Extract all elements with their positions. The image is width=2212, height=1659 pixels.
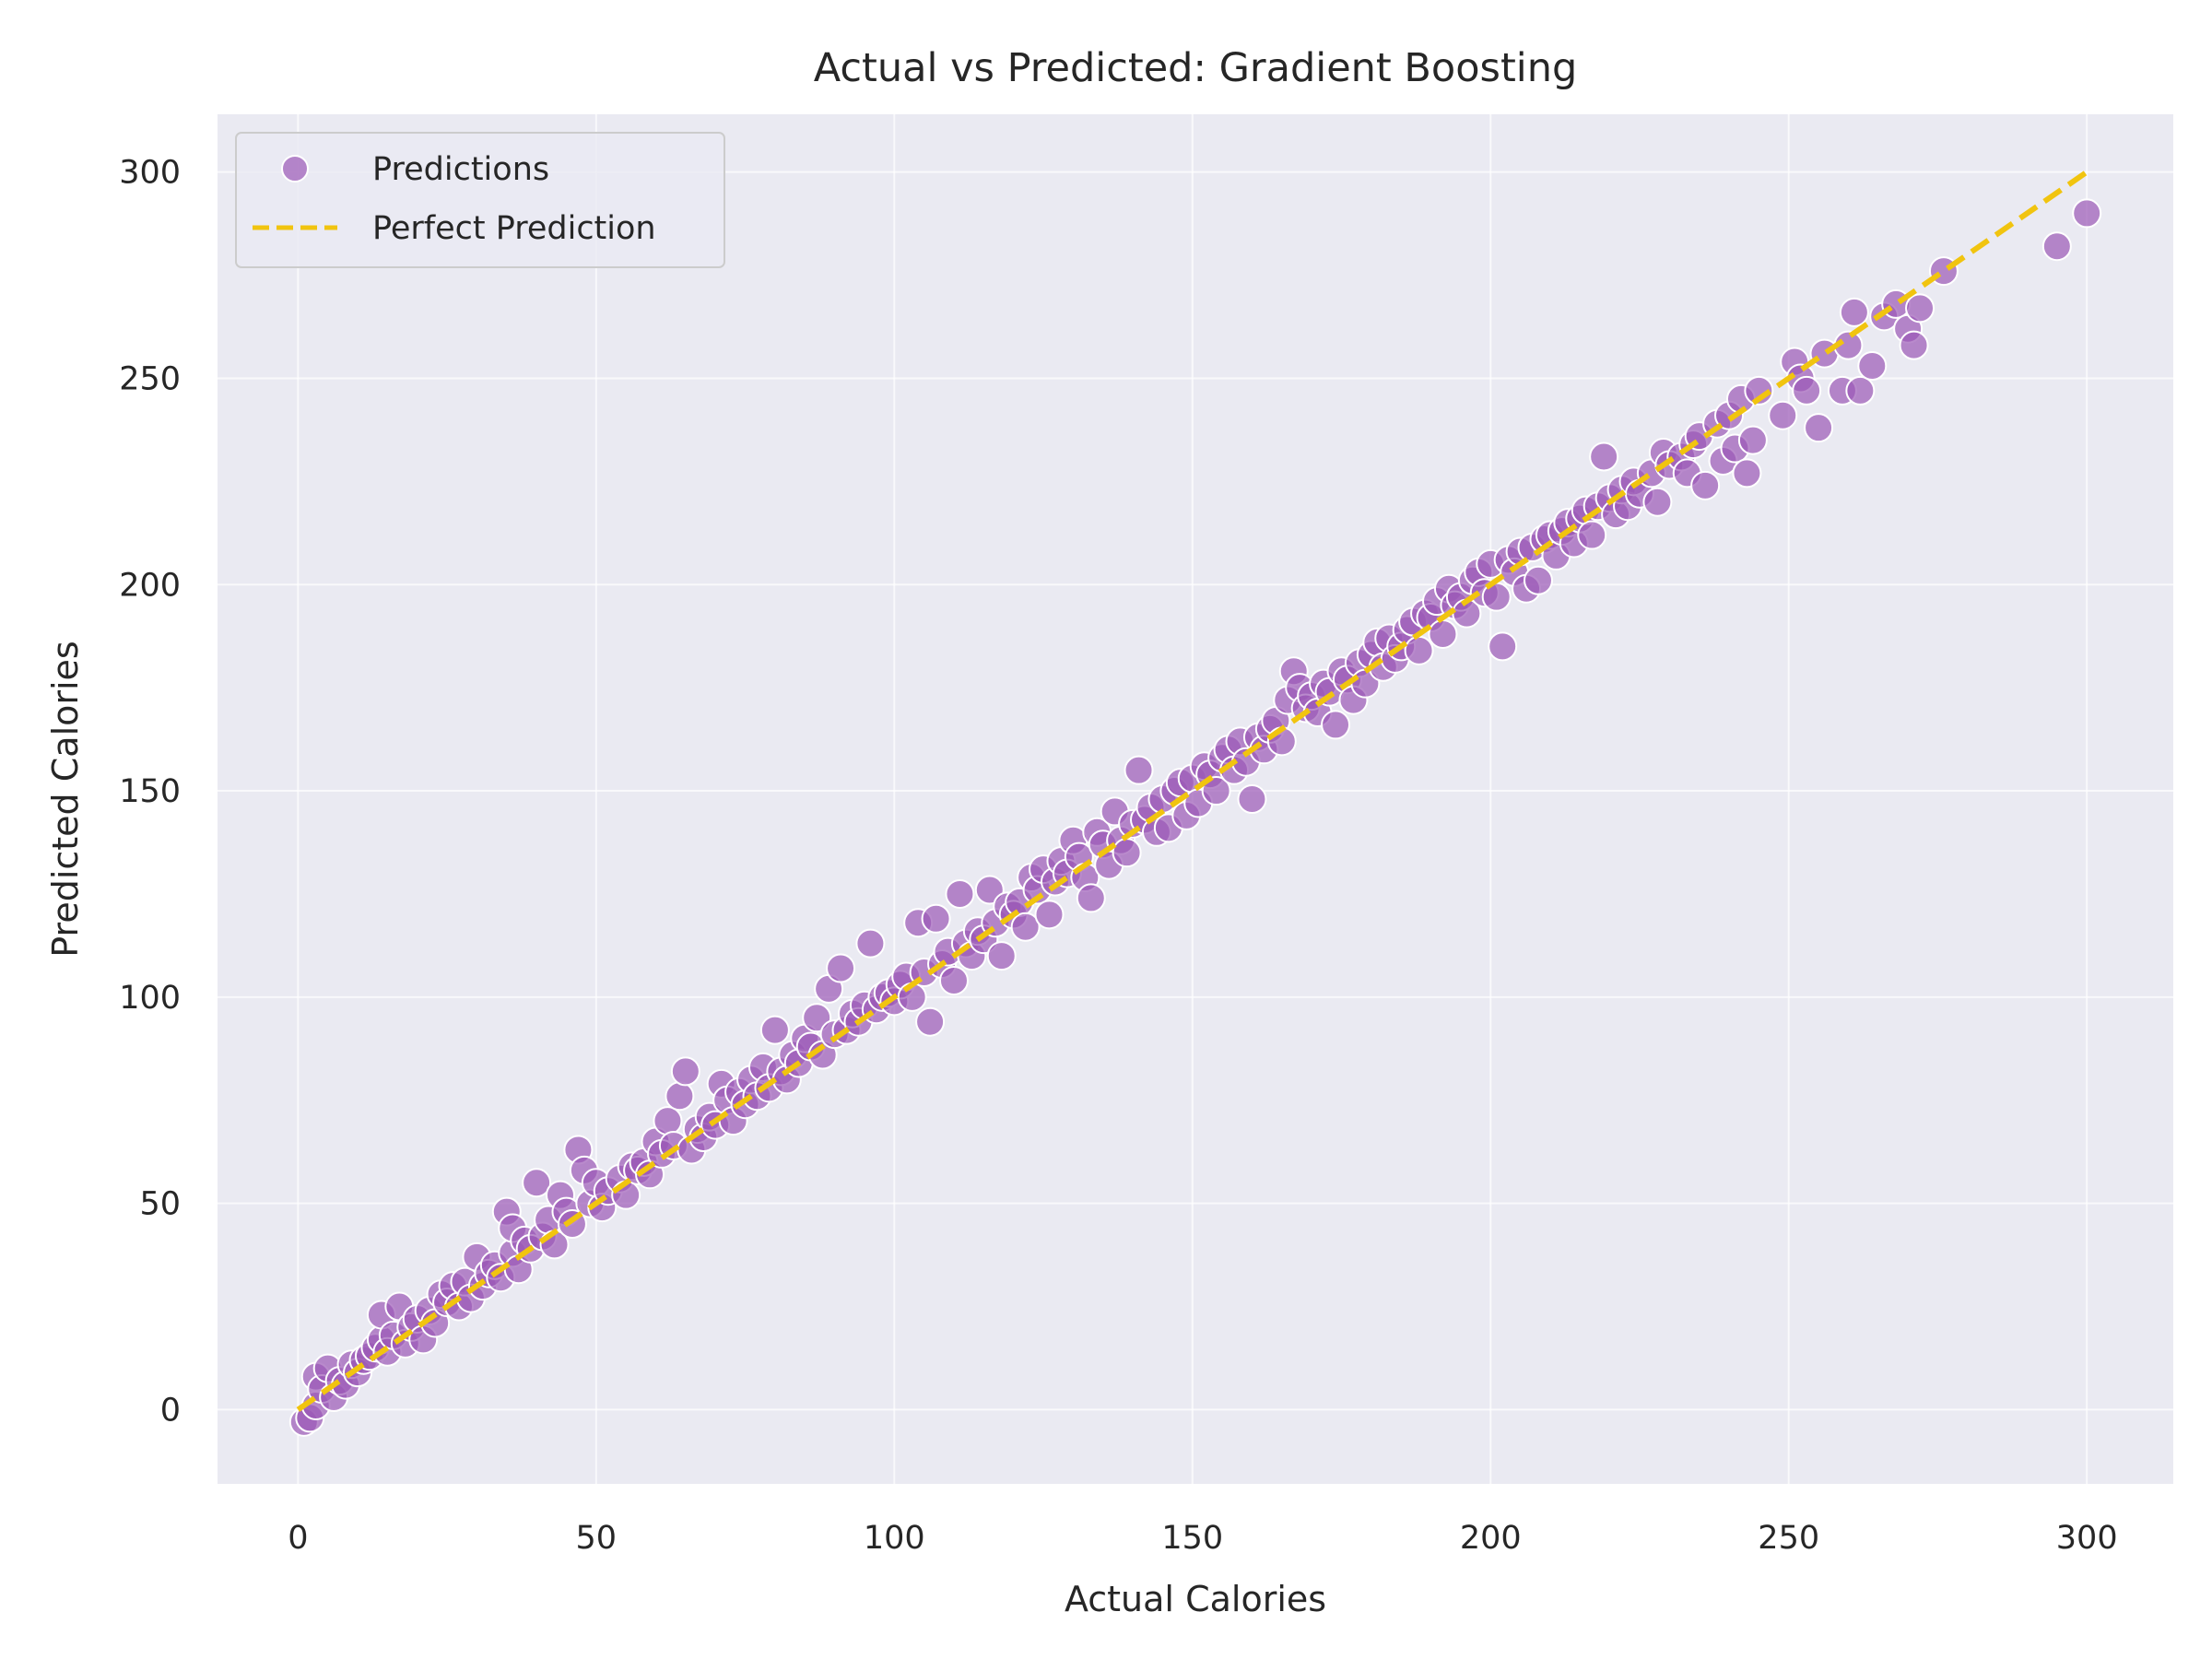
scatter-point bbox=[1076, 883, 1106, 913]
scatter-point bbox=[1899, 330, 1929, 360]
y-tick-label: 50 bbox=[139, 1186, 181, 1223]
scatter-point bbox=[1010, 912, 1041, 942]
scatter-point bbox=[938, 965, 969, 995]
y-tick-label: 0 bbox=[160, 1392, 181, 1429]
scatter-points bbox=[288, 198, 2102, 1437]
scatter-point bbox=[1690, 470, 1721, 500]
x-tick-label: 200 bbox=[1460, 1520, 1522, 1557]
scatter-point bbox=[1857, 351, 1888, 382]
x-tick-label: 100 bbox=[864, 1520, 925, 1557]
scatter-point bbox=[1642, 487, 1673, 517]
scatter-point bbox=[1428, 618, 1458, 649]
scatter-point bbox=[1577, 520, 1607, 550]
scatter-point bbox=[759, 1015, 790, 1045]
scatter-point bbox=[915, 1006, 946, 1037]
x-ticks: 0 50 100 150 200 250 300 bbox=[288, 1520, 2117, 1557]
scatter-point bbox=[986, 941, 1017, 971]
y-tick-label: 300 bbox=[119, 155, 181, 192]
x-tick-label: 250 bbox=[1758, 1520, 1819, 1557]
scatter-point bbox=[855, 928, 886, 959]
scatter-point bbox=[1839, 297, 1869, 327]
legend-label-perfect-prediction: Perfect Prediction bbox=[372, 210, 656, 247]
scatter-point bbox=[1744, 375, 1774, 406]
y-ticks: 0 50 100 150 200 250 300 bbox=[119, 155, 181, 1430]
scatter-point bbox=[1792, 375, 1822, 406]
scatter-point bbox=[945, 878, 975, 909]
x-tick-label: 150 bbox=[1161, 1520, 1223, 1557]
scatter-point bbox=[826, 953, 856, 983]
y-tick-label: 150 bbox=[119, 773, 181, 810]
scatter-point bbox=[1589, 441, 1619, 472]
scatter-point bbox=[1404, 635, 1434, 665]
x-tick-label: 0 bbox=[288, 1520, 308, 1557]
y-tick-label: 100 bbox=[119, 980, 181, 1017]
scatter-point bbox=[1737, 425, 1768, 455]
scatter-point bbox=[665, 1081, 695, 1112]
chart-title: Actual vs Predicted: Gradient Boosting bbox=[814, 45, 1578, 91]
scatter-point bbox=[1201, 776, 1231, 806]
scatter-point bbox=[1845, 375, 1876, 406]
scatter-point bbox=[1321, 710, 1351, 740]
legend-box bbox=[235, 132, 725, 268]
reference-line bbox=[296, 170, 2088, 1412]
scatter-point bbox=[2072, 198, 2102, 229]
y-tick-label: 200 bbox=[119, 567, 181, 604]
x-axis-label: Actual Calories bbox=[1065, 1579, 1326, 1619]
scatter-point bbox=[1732, 458, 1762, 488]
scatter-point bbox=[1237, 784, 1267, 814]
scatter-point bbox=[1124, 755, 1154, 785]
scatter-point bbox=[1768, 400, 1798, 430]
scatter-point bbox=[1804, 413, 1834, 443]
scatter-point bbox=[1034, 900, 1065, 930]
scatter-point bbox=[1523, 565, 1553, 595]
y-tick-label: 250 bbox=[119, 360, 181, 397]
scatter-point bbox=[653, 1106, 683, 1136]
scatter-point bbox=[2041, 231, 2072, 262]
perfect-prediction-line bbox=[296, 170, 2088, 1412]
scatter-point bbox=[1112, 838, 1142, 868]
legend-marker-predictions bbox=[281, 155, 309, 182]
legend: Predictions Perfect Prediction bbox=[235, 132, 725, 268]
y-axis-label: Predicted Calories bbox=[45, 641, 86, 957]
scatter-point bbox=[522, 1168, 552, 1198]
scatter-point bbox=[1905, 293, 1936, 324]
x-tick-label: 300 bbox=[2056, 1520, 2118, 1557]
scatter-point bbox=[1488, 631, 1518, 662]
legend-label-predictions: Predictions bbox=[372, 151, 549, 188]
x-tick-label: 50 bbox=[576, 1520, 618, 1557]
scatter-point bbox=[921, 903, 951, 934]
scatter-point bbox=[670, 1056, 700, 1087]
